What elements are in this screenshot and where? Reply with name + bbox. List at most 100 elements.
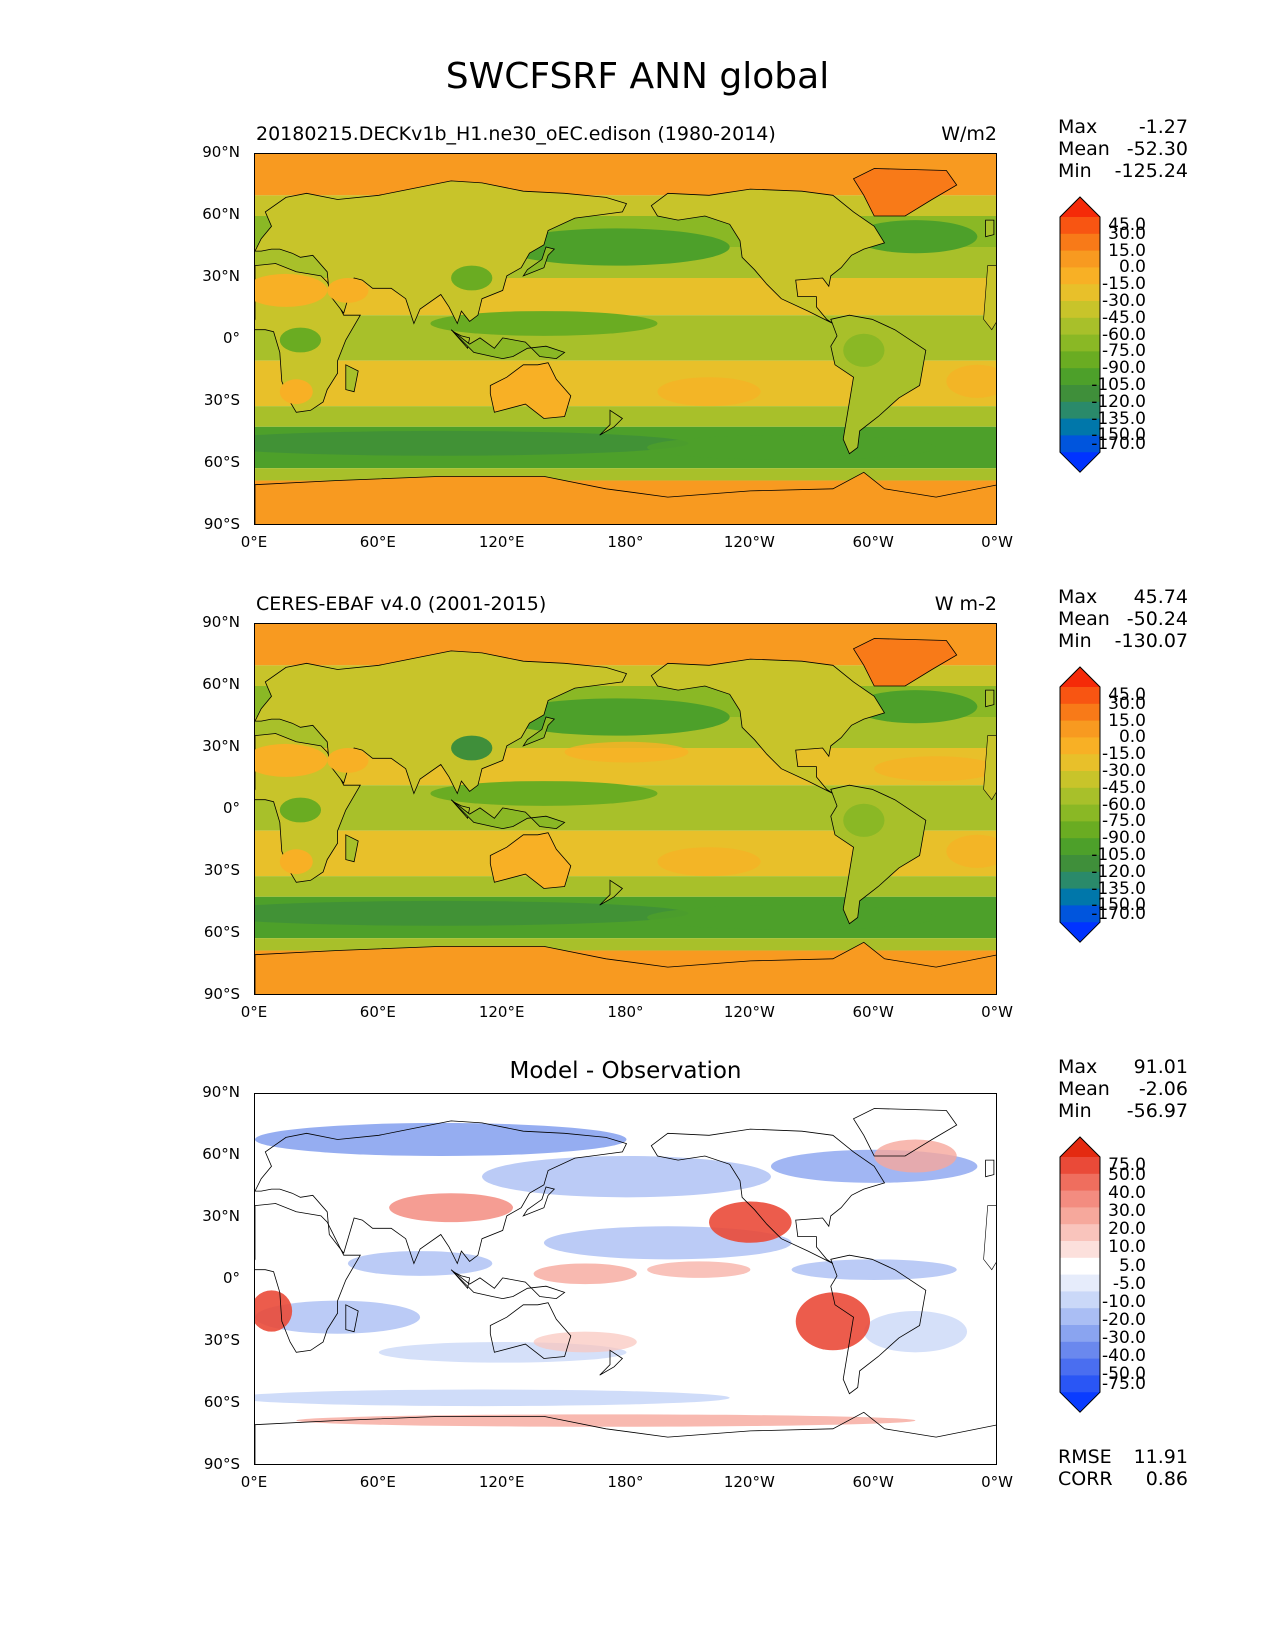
colorbar-outline [1059, 1136, 1101, 1413]
lon-tick-label: 180° [607, 1473, 644, 1491]
map-region [985, 1159, 995, 1178]
lat-tick-label: 90°N [202, 613, 240, 631]
colorbar-level [1060, 334, 1100, 352]
colorbar-tick-label: 45.0 [1108, 215, 1146, 235]
lat-tick-label: 0° [222, 329, 240, 347]
colorbar-tick-label: -150.0 [1091, 425, 1146, 446]
map-region [983, 1205, 996, 1271]
field-feature [347, 1251, 493, 1276]
colorbar-level [1060, 217, 1100, 235]
lat-tick-label: 30°N [202, 737, 240, 755]
colorbar-level [1060, 368, 1100, 386]
colorbar-cap-top [1060, 197, 1100, 217]
lat-tick-label: 90°N [202, 143, 240, 161]
lat-tick-label: 0° [222, 1269, 240, 1287]
lat-band [255, 406, 996, 427]
map-area [254, 153, 997, 525]
lon-tick-label: 0°W [981, 1003, 1013, 1021]
field-feature [255, 1389, 730, 1407]
colorbar-level [1060, 1358, 1100, 1376]
field-feature [843, 803, 885, 837]
colorbar-tick-label: -45.0 [1102, 307, 1146, 328]
map-region [852, 168, 958, 217]
field-feature [482, 1156, 771, 1198]
field-feature [255, 1122, 627, 1156]
lat-band [255, 876, 996, 897]
panel-title: CERES-EBAF v4.0 (2001-2015) [256, 593, 547, 615]
colorbar-level [1060, 1241, 1100, 1259]
colorbar-level [1060, 317, 1100, 336]
colorbar-tick-label: -5.0 [1112, 1273, 1146, 1294]
panel-units: W m-2 [934, 593, 997, 615]
lat-tick-label: 0° [222, 799, 240, 817]
colorbar-level [1060, 720, 1100, 738]
colorbar-tick-label: -30.0 [1102, 291, 1146, 311]
lat-tick-label: 60°S [203, 453, 240, 471]
stat-min: -130.07 [1114, 630, 1188, 652]
map-region [830, 1254, 927, 1395]
lat-tick-label: 90°S [203, 985, 240, 1003]
map-region [599, 1349, 624, 1376]
colorbar-level [1060, 787, 1100, 806]
colorbar-tick-label: -10.0 [1102, 1291, 1146, 1312]
map-region [345, 834, 359, 863]
field-feature [255, 743, 328, 777]
colorbar-tick-label: 0.0 [1118, 727, 1146, 748]
panel-title: 20180215.DECKv1b_H1.ne30_oEC.edison (198… [256, 123, 776, 145]
map-region [450, 329, 566, 360]
map-region [522, 716, 556, 747]
lat-tick-label: 30°S [203, 391, 240, 409]
lon-tick-label: 120°W [723, 533, 775, 551]
field-feature [255, 1300, 421, 1334]
lat-tick-label: 30°S [203, 861, 240, 879]
lat-tick-label: 60°N [202, 1145, 240, 1163]
stat-max-label: Max [1058, 116, 1098, 138]
map-region [489, 832, 572, 889]
map-region [985, 689, 995, 708]
field-feature [279, 849, 313, 875]
field-feature [502, 228, 730, 266]
stat-max-label: Max [1058, 1056, 1098, 1078]
colorbar-level [1060, 888, 1100, 906]
colorbar-tick-label: -20.0 [1102, 1309, 1146, 1330]
colorbar-level [1060, 905, 1100, 923]
lon-tick-label: 0°E [240, 1003, 268, 1021]
map-region [522, 1186, 556, 1217]
lat-tick-label: 90°S [203, 515, 240, 533]
map-region [852, 1108, 958, 1157]
colorbar-level [1060, 351, 1100, 369]
field-feature [255, 273, 328, 307]
map-region [650, 1128, 886, 1264]
colorbar-level [1060, 687, 1100, 705]
field-feature [389, 1193, 513, 1223]
lat-tick-label: 60°N [202, 675, 240, 693]
colorbar-level [1060, 233, 1100, 252]
lon-tick-label: 120°W [723, 1473, 775, 1491]
stats-box: Max 91.01 Mean -2.06 Min -56.97 [1058, 1056, 1188, 1122]
lon-tick-label: 120°E [478, 533, 525, 551]
colorbar-level [1060, 703, 1100, 722]
field-feature [327, 278, 369, 303]
colorbar-svg [1059, 1136, 1101, 1413]
colorbar-tick-label: 10.0 [1108, 1237, 1146, 1258]
colorbar-level [1060, 301, 1100, 319]
map-region [650, 188, 886, 324]
lon-tick-label: 60°E [359, 1003, 396, 1021]
colorbar-level [1060, 435, 1100, 453]
map-region [255, 471, 996, 524]
map-region [650, 658, 886, 794]
panel-model: 20180215.DECKv1b_H1.ne30_oEC.edison (198… [0, 0, 1275, 551]
rmse-value: 11.91 [1133, 1446, 1188, 1468]
field-feature [647, 905, 937, 930]
colorbar-level [1060, 838, 1100, 856]
rmse-label: RMSE [1058, 1446, 1112, 1468]
colorbar-level [1060, 1375, 1100, 1393]
colorbar-level [1060, 754, 1100, 772]
field-feature [647, 1261, 751, 1278]
field-feature [327, 748, 369, 773]
field-feature [647, 435, 937, 460]
colorbar-tick-label: -75.0 [1102, 811, 1146, 832]
lon-tick-label: 120°E [478, 1473, 525, 1491]
stat-min: -125.24 [1114, 160, 1188, 182]
colorbar-level [1060, 385, 1100, 403]
